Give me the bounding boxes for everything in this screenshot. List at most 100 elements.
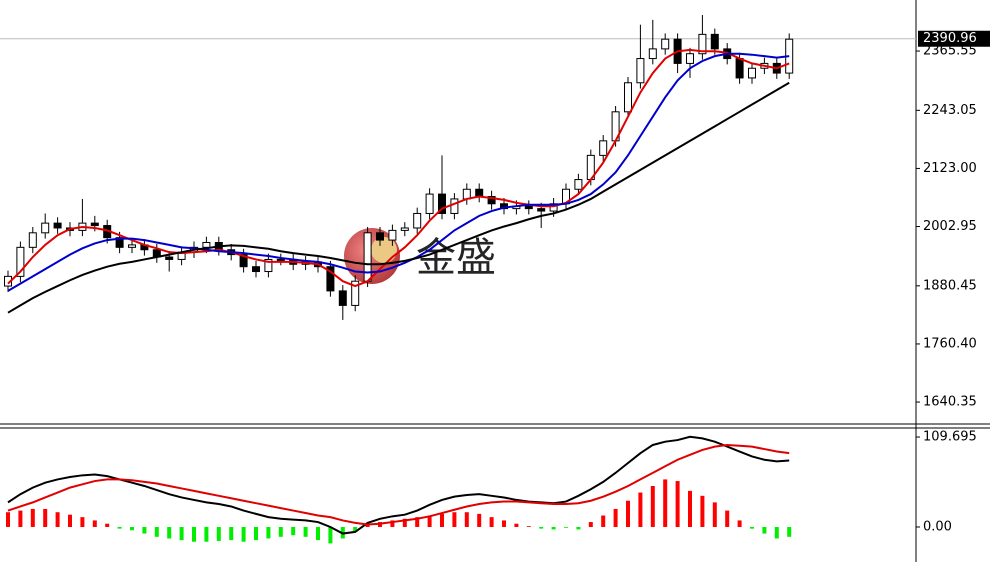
candle-body bbox=[363, 232, 372, 282]
candle-body bbox=[90, 222, 99, 227]
histogram-bar bbox=[601, 515, 606, 527]
histogram-bar bbox=[427, 515, 432, 527]
histogram-bar bbox=[551, 526, 556, 530]
candle-body bbox=[16, 246, 25, 277]
histogram-bar bbox=[502, 520, 506, 527]
histogram-bar bbox=[489, 517, 494, 527]
candle-body bbox=[636, 58, 645, 84]
candle-body bbox=[351, 280, 360, 306]
histogram-bar bbox=[80, 517, 85, 527]
candle-body bbox=[53, 222, 62, 229]
y-tick-label: 2365.55 bbox=[923, 44, 977, 59]
candle-body bbox=[376, 232, 384, 241]
histogram-bar bbox=[266, 526, 271, 539]
histogram-bar bbox=[712, 502, 717, 527]
candle-body bbox=[264, 258, 273, 273]
histogram-bar bbox=[229, 526, 234, 541]
histogram-bar bbox=[216, 526, 221, 541]
histogram-bar bbox=[539, 526, 544, 529]
histogram-bar bbox=[725, 510, 730, 527]
y-tick-label: 2002.95 bbox=[923, 219, 977, 234]
histogram-bar bbox=[6, 512, 10, 527]
candle-body bbox=[239, 254, 248, 268]
histogram-bar bbox=[303, 526, 308, 537]
histogram-bar bbox=[675, 481, 680, 527]
histogram-bar bbox=[762, 526, 767, 534]
candle-body bbox=[648, 48, 657, 60]
histogram-bar bbox=[390, 520, 395, 527]
histogram-bar bbox=[353, 526, 358, 532]
histogram-bar bbox=[204, 526, 209, 542]
last-price-label: 2390.96 bbox=[923, 31, 977, 46]
histogram-bar bbox=[588, 522, 593, 527]
candle-body bbox=[686, 53, 694, 64]
y-tick-label: 109.695 bbox=[923, 430, 977, 445]
histogram-bar bbox=[452, 512, 457, 527]
histogram-bar bbox=[30, 508, 35, 527]
histogram-bar bbox=[117, 526, 122, 529]
histogram-bar bbox=[105, 523, 110, 527]
line bbox=[7, 48, 790, 288]
candle-body bbox=[252, 266, 260, 273]
histogram-bar bbox=[316, 526, 320, 541]
candle-body bbox=[425, 193, 434, 214]
histogram-bar bbox=[613, 508, 618, 527]
candle-body bbox=[128, 244, 136, 248]
histogram-bar bbox=[626, 500, 630, 527]
histogram-bar bbox=[526, 526, 531, 527]
histogram-bar bbox=[68, 514, 72, 527]
histogram-bar bbox=[774, 526, 779, 539]
candle-body bbox=[28, 232, 37, 248]
candle-body bbox=[41, 222, 50, 234]
histogram-bar bbox=[477, 513, 482, 527]
histogram-bar bbox=[787, 526, 792, 537]
histogram-bar bbox=[750, 526, 754, 529]
histogram-bar bbox=[464, 512, 469, 527]
watermark-text: 金盛 bbox=[416, 235, 496, 281]
histogram-bar bbox=[688, 490, 692, 527]
candle-body bbox=[202, 241, 211, 248]
line bbox=[7, 81, 790, 314]
candle-body bbox=[487, 196, 496, 205]
histogram-bar bbox=[328, 526, 333, 544]
line bbox=[7, 435, 790, 535]
histogram-bar bbox=[415, 517, 420, 527]
histogram-bar bbox=[179, 526, 184, 541]
candle-body bbox=[326, 266, 335, 292]
candle-body bbox=[524, 205, 533, 210]
candle-body bbox=[413, 212, 422, 229]
candle-body bbox=[475, 188, 484, 198]
y-tick-label: 1640.35 bbox=[923, 395, 977, 410]
histogram-bar bbox=[291, 526, 296, 536]
candle-body bbox=[748, 67, 756, 79]
histogram-bar bbox=[55, 512, 60, 527]
candle-body bbox=[574, 179, 583, 190]
histogram-bar bbox=[167, 526, 172, 539]
line bbox=[7, 52, 790, 292]
histogram-bar bbox=[514, 523, 519, 527]
y-tick-label: 2243.05 bbox=[923, 103, 977, 118]
histogram-bar bbox=[154, 526, 159, 537]
line bbox=[7, 443, 790, 526]
candle-body bbox=[735, 58, 744, 79]
candle-body bbox=[338, 290, 347, 306]
histogram-bar bbox=[278, 526, 283, 537]
y-tick-label: 1760.40 bbox=[923, 336, 977, 351]
histogram-bar bbox=[737, 520, 742, 527]
y-tick-label: 1880.45 bbox=[923, 278, 977, 293]
candle-body bbox=[698, 33, 707, 55]
histogram-bar bbox=[663, 479, 668, 527]
last-price-box bbox=[918, 30, 990, 47]
histogram-bar bbox=[130, 526, 134, 531]
candle-body bbox=[537, 208, 546, 212]
histogram-bar bbox=[18, 510, 23, 527]
candle-body bbox=[624, 82, 632, 113]
y-tick-label: 2123.00 bbox=[923, 161, 977, 176]
candle-body bbox=[438, 193, 446, 214]
histogram-bar bbox=[142, 526, 147, 534]
y-tick-label: 0.00 bbox=[923, 519, 952, 534]
candle-body bbox=[388, 229, 397, 241]
candle-body bbox=[400, 227, 409, 231]
histogram-bar bbox=[440, 513, 444, 527]
candle-body bbox=[276, 258, 285, 261]
